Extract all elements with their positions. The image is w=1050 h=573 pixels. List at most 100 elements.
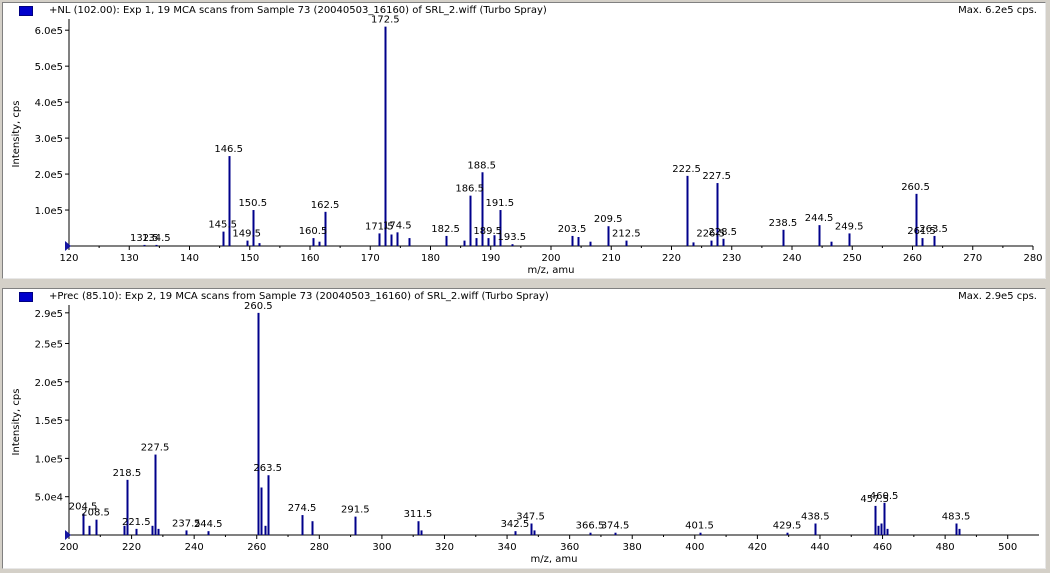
peak-label: 274.5	[288, 503, 317, 514]
peak-label: 291.5	[341, 505, 370, 516]
peak-label: 189.5	[473, 226, 502, 237]
peak-label: 238.5	[769, 218, 798, 229]
x-tick-label: 460	[873, 542, 892, 553]
spectrum-chart-prec[interactable]: 200 220 240 260 280 300 320 340 360 380 400 420 440 4…	[3, 289, 1045, 568]
x-tick-label: 240	[782, 253, 801, 264]
y-tick-label: 1.0e5	[35, 454, 63, 465]
peak-label: 222.5	[672, 164, 701, 175]
x-tick-label: 500	[998, 542, 1017, 553]
peak-label: 457.5	[860, 494, 889, 505]
peak-label: 311.5	[404, 509, 433, 520]
peak-label: 227.5	[141, 443, 170, 454]
x-tick-label: 340	[498, 542, 517, 553]
peak-label: 263.5	[919, 224, 948, 235]
peak-label: 261.5	[907, 226, 936, 237]
spectrum-pane-1[interactable]: +NL (102.00): Exp 1, 19 MCA scans from S…	[2, 2, 1046, 279]
spectrum-pane-2[interactable]: +Prec (85.10): Exp 2, 19 MCA scans from …	[2, 288, 1046, 569]
peak-label: 483.5	[942, 512, 971, 523]
x-tick-label: 260	[903, 253, 922, 264]
y-tick-label: 1.0e5	[35, 206, 63, 217]
peak-label: 145.5	[208, 220, 237, 231]
peak-label: 209.5	[594, 214, 623, 225]
pane-header: +NL (102.00): Exp 1, 19 MCA scans from S…	[3, 3, 1045, 19]
peak-label: 429.5	[773, 521, 802, 532]
x-tick-label: 280	[1023, 253, 1042, 264]
y-axis-title: Intensity, cps	[11, 101, 22, 168]
pane-title: +Prec (85.10): Exp 2, 19 MCA scans from …	[49, 291, 549, 302]
origin-marker-icon	[65, 530, 71, 540]
x-axis-title: m/z, amu	[531, 554, 578, 565]
y-tick-label: 2.0e5	[35, 170, 63, 181]
x-tick-label: 200	[541, 253, 560, 264]
peak-label: 221.5	[122, 517, 151, 528]
peak-label: 260.5	[901, 182, 930, 193]
peak-label: 460.5	[870, 491, 899, 502]
spectrum-chart-nl[interactable]: 120 130 140 150 160 170 180 190 200 210 220 230 240 2…	[3, 3, 1045, 278]
peak-label: 186.5	[455, 184, 484, 195]
x-tick-label: 270	[963, 253, 982, 264]
pane-color-icon[interactable]	[19, 6, 33, 16]
peak-label: 218.5	[113, 468, 142, 479]
peak-label: 171.5	[365, 221, 394, 232]
x-tick-label: 240	[185, 542, 204, 553]
peak-label: 174.5	[383, 220, 412, 231]
x-tick-label: 380	[623, 542, 642, 553]
peak-label: 263.5	[253, 463, 282, 474]
peak-label: 149.5	[232, 229, 261, 240]
peak-label: 237.5	[172, 518, 201, 529]
x-tick-label: 320	[435, 542, 454, 553]
peak-label: 374.5	[601, 521, 630, 532]
x-tick-label: 180	[421, 253, 440, 264]
peak-label: 191.5	[485, 198, 514, 209]
peak-label: 227.5	[702, 171, 731, 182]
x-tick-label: 400	[685, 542, 704, 553]
x-tick-label: 220	[122, 542, 141, 553]
peak-label: 226.5	[696, 229, 725, 240]
x-tick-label: 420	[748, 542, 767, 553]
x-tick-label: 210	[602, 253, 621, 264]
peak-label: 208.5	[81, 508, 110, 519]
max-intensity-label: Max. 6.2e5 cps.	[958, 5, 1037, 16]
x-tick-label: 260	[247, 542, 266, 553]
y-tick-label: 1.5e5	[35, 416, 63, 427]
pane-color-icon[interactable]	[19, 292, 33, 302]
pane-header: +Prec (85.10): Exp 2, 19 MCA scans from …	[3, 289, 1045, 305]
x-tick-label: 190	[481, 253, 500, 264]
x-tick-label: 170	[361, 253, 380, 264]
x-axis-title: m/z, amu	[528, 265, 575, 276]
peak-label: 204.5	[69, 502, 98, 513]
peak-label: 203.5	[558, 224, 587, 235]
max-intensity-label: Max. 2.9e5 cps.	[958, 291, 1037, 302]
y-tick-label: 5.0e5	[35, 62, 63, 73]
peak-label: 150.5	[238, 198, 267, 209]
x-tick-label: 160	[300, 253, 319, 264]
x-tick-label: 300	[372, 542, 391, 553]
peak-label: 438.5	[801, 512, 830, 523]
peak-label: 342.5	[501, 519, 530, 530]
pane-splitter[interactable]	[0, 280, 1050, 287]
x-tick-label: 280	[310, 542, 329, 553]
peak-label: 244.5	[805, 213, 834, 224]
x-tick-label: 200	[59, 542, 78, 553]
peak-label: 193.5	[498, 232, 527, 243]
x-tick-label: 140	[180, 253, 199, 264]
y-tick-label: 2.0e5	[35, 378, 63, 389]
peak-label: 172.5	[371, 15, 400, 26]
y-tick-label: 4.0e5	[35, 98, 63, 109]
peak-label: 228.5	[708, 227, 737, 238]
peak-label: 212.5	[612, 229, 641, 240]
x-tick-label: 150	[240, 253, 259, 264]
peak-label: 347.5	[516, 512, 545, 523]
x-tick-label: 220	[662, 253, 681, 264]
peak-label: 260.5	[244, 301, 273, 312]
y-axis-title: Intensity, cps	[11, 389, 22, 456]
y-tick-label: 2.9e5	[35, 309, 63, 320]
y-tick-label: 5.0e4	[35, 493, 63, 504]
peak-label: 244.5	[194, 519, 223, 530]
y-tick-label: 2.5e5	[35, 339, 63, 350]
x-tick-label: 250	[843, 253, 862, 264]
x-tick-label: 440	[810, 542, 829, 553]
pane-title: +NL (102.00): Exp 1, 19 MCA scans from S…	[49, 5, 547, 16]
peak-label: 249.5	[835, 221, 864, 232]
origin-marker-icon	[65, 241, 71, 251]
